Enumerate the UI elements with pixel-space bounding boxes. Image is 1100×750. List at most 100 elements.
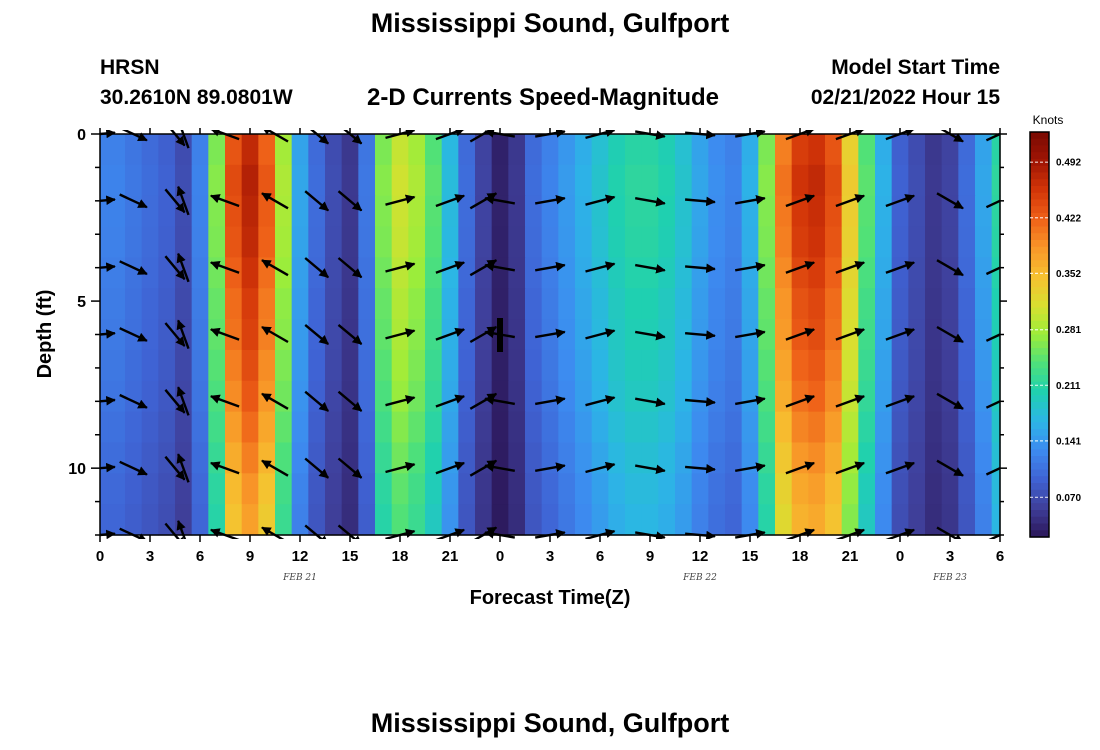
heatmap-cell (491, 195, 509, 228)
current-vector (385, 461, 416, 474)
current-vector (885, 327, 916, 341)
heatmap-cell (941, 504, 959, 536)
heatmap-cell (575, 349, 593, 382)
heatmap-cell (591, 411, 609, 444)
colorbar-segment (1030, 354, 1049, 363)
heatmap-cell (825, 257, 843, 289)
heatmap-cell (241, 319, 259, 351)
heatmap-cell (358, 226, 376, 258)
heatmap-cell (908, 319, 926, 351)
heatmap-cell (625, 411, 643, 444)
heatmap-cell (791, 349, 809, 382)
colorbar-segment (1030, 408, 1049, 417)
heatmap-cell (875, 257, 893, 289)
heatmap-cell (541, 134, 559, 166)
heatmap-cell (908, 195, 926, 228)
heatmap-cell (291, 504, 309, 536)
heatmap-cell (975, 504, 993, 536)
heatmap-cell (375, 411, 393, 444)
heatmap-cell (458, 226, 476, 258)
heatmap-cell (875, 288, 893, 320)
x-tick-label: 21 (442, 548, 459, 565)
heatmap-cell (225, 257, 243, 289)
heatmap-cell (258, 473, 276, 505)
heatmap-cell (725, 134, 743, 166)
heatmap-cell (875, 473, 893, 505)
heatmap-cell (375, 319, 393, 351)
heatmap-cell (891, 164, 909, 197)
heatmap-cell (591, 504, 609, 536)
heatmap-cell (100, 442, 109, 474)
heatmap-cell (541, 349, 559, 382)
current-vector (176, 319, 190, 350)
heatmap-cell (125, 380, 143, 413)
heatmap-cell (358, 134, 376, 166)
heatmap-cell (958, 134, 976, 166)
heatmap-cell (475, 411, 493, 444)
heatmap-cell (100, 288, 109, 320)
current-vector (337, 390, 363, 412)
colorbar-segment (1030, 530, 1049, 538)
heatmap-cell (141, 411, 159, 444)
current-vector (100, 195, 116, 206)
heatmap-cell (158, 164, 176, 197)
heatmap-cell (725, 226, 743, 258)
heatmap-cell (941, 411, 959, 444)
heatmap-cell (108, 288, 126, 320)
heatmap-cell (658, 380, 676, 413)
heatmap-cell (241, 288, 259, 320)
heatmap-cell (608, 411, 626, 444)
heatmap-cell (208, 164, 226, 197)
heatmap-cell (808, 257, 826, 289)
heatmap-cell (208, 473, 226, 505)
heatmap-cell (225, 473, 243, 505)
colorbar-segment (1030, 186, 1049, 194)
heatmap-cell (525, 134, 543, 166)
heatmap-cell (125, 411, 143, 444)
heatmap-cell (258, 164, 276, 197)
heatmap-cell (391, 288, 409, 320)
heatmap-cell (191, 349, 209, 382)
heatmap-cell (975, 134, 993, 166)
heatmap-cell (575, 257, 593, 289)
current-vector (484, 395, 516, 406)
heatmap-cell (341, 349, 359, 382)
heatmap-cell (725, 288, 743, 320)
colorbar-segment (1030, 429, 1049, 437)
heatmap-cell (358, 288, 376, 320)
colorbar-segment (1030, 415, 1049, 423)
heatmap-cell (691, 380, 709, 413)
heatmap-cell (358, 504, 376, 536)
colorbar-segment (1030, 294, 1049, 302)
heatmap-cell (425, 226, 443, 258)
x-tick-label: 3 (546, 548, 554, 565)
heatmap-cell (741, 257, 759, 289)
heatmap-cell (675, 195, 693, 228)
colorbar-segment (1030, 260, 1049, 268)
heatmap-cell (558, 504, 576, 536)
heatmap-cell (925, 134, 943, 166)
heatmap-cell (908, 226, 926, 258)
heatmap-cell (908, 288, 926, 320)
heatmap-cell (225, 411, 243, 444)
heatmap-cell (591, 473, 609, 505)
heatmap-cell (491, 504, 509, 536)
current-vector (100, 329, 116, 339)
heatmap-cell (675, 257, 693, 289)
heatmap-cell (125, 164, 143, 197)
heatmap-cell (958, 195, 976, 228)
heatmap-cell (791, 504, 809, 536)
heatmap-cell (525, 319, 543, 351)
heatmap-cell (841, 473, 859, 505)
heatmap-cell (808, 380, 826, 413)
heatmap-cell (575, 134, 593, 166)
heatmap-cell (275, 319, 293, 351)
heatmap-cell (658, 349, 676, 382)
heatmap-cell (941, 257, 959, 289)
heatmap-cell (575, 380, 593, 413)
heatmap-cell (558, 134, 576, 166)
current-vector (209, 327, 240, 341)
heatmap-cells (100, 134, 1001, 536)
heatmap-cell (408, 257, 426, 289)
heatmap-cell (775, 349, 793, 382)
